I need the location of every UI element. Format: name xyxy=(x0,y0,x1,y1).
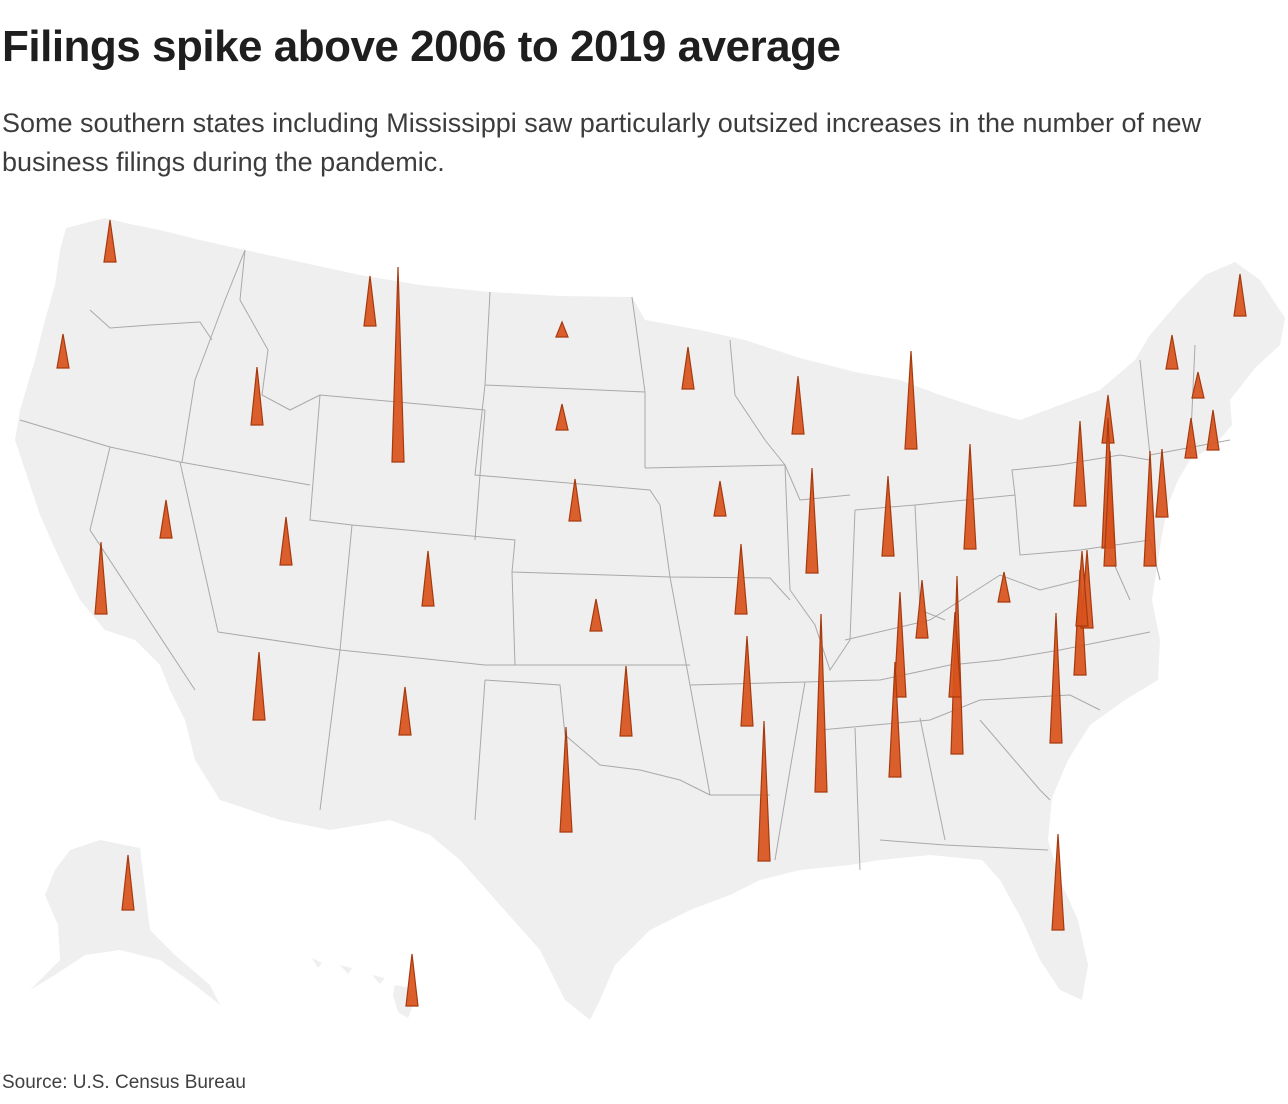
spike-tennessee xyxy=(893,591,907,698)
spike-wisconsin xyxy=(791,375,805,435)
spike-maine xyxy=(1233,273,1247,317)
spike-ohio xyxy=(963,443,977,550)
spike-missouri xyxy=(734,543,748,615)
spike-montana-east-wyoming xyxy=(391,266,405,463)
spike-tennessee-east xyxy=(948,611,962,698)
spike-montana-west xyxy=(363,275,377,327)
spike-nebraska xyxy=(568,478,582,522)
spike-iowa xyxy=(713,480,727,517)
spike-kansas xyxy=(589,598,603,632)
spike-indiana xyxy=(881,475,895,557)
spike-delaware xyxy=(1103,450,1117,567)
spike-oregon xyxy=(56,333,70,369)
spike-colorado xyxy=(421,550,435,607)
spike-hawaii xyxy=(405,953,419,1007)
spike-rhode-island xyxy=(1184,417,1198,459)
hawaii-land xyxy=(312,958,415,1018)
spike-alaska xyxy=(121,854,135,911)
spike-new-hampshire xyxy=(1191,371,1205,399)
spike-layer xyxy=(56,219,1247,1007)
spike-california xyxy=(94,541,108,615)
spike-minnesota xyxy=(681,346,695,390)
spike-alabama xyxy=(888,661,902,778)
spike-texas xyxy=(559,726,573,833)
spike-vermont xyxy=(1165,334,1179,370)
spike-south-carolina xyxy=(1049,612,1063,744)
source-note: Source: U.S. Census Bureau xyxy=(2,1072,246,1093)
chart-title: Filings spike above 2006 to 2019 average xyxy=(2,22,841,71)
spike-kentucky xyxy=(915,579,929,639)
spike-michigan xyxy=(904,350,918,450)
contiguous-us-land xyxy=(15,218,1285,1020)
spike-north-dakota xyxy=(555,320,569,338)
spike-arkansas xyxy=(740,635,754,727)
spike-massachusetts xyxy=(1206,409,1220,451)
spike-arizona xyxy=(252,651,266,721)
spike-washington xyxy=(103,219,117,263)
spike-mississippi xyxy=(814,613,828,793)
spike-utah xyxy=(279,516,293,566)
spike-idaho xyxy=(250,366,264,426)
spike-new-jersey xyxy=(1143,450,1157,567)
alaska-land xyxy=(30,840,220,1005)
us-map xyxy=(15,218,1285,1020)
spike-florida xyxy=(1051,833,1065,931)
spike-pennsylvania xyxy=(1073,420,1087,507)
spike-south-dakota xyxy=(555,403,569,431)
spike-oklahoma xyxy=(619,665,633,737)
spike-illinois xyxy=(805,467,819,574)
spike-nevada xyxy=(159,499,173,539)
spike-louisiana xyxy=(757,720,771,862)
chart-subtitle: Some southern states including Mississip… xyxy=(2,108,1202,177)
spike-west-virginia xyxy=(997,571,1011,603)
spike-new-mexico xyxy=(398,686,412,736)
spike-dc xyxy=(1075,550,1089,627)
land-layer xyxy=(15,218,1285,1020)
spike-connecticut xyxy=(1155,448,1169,518)
